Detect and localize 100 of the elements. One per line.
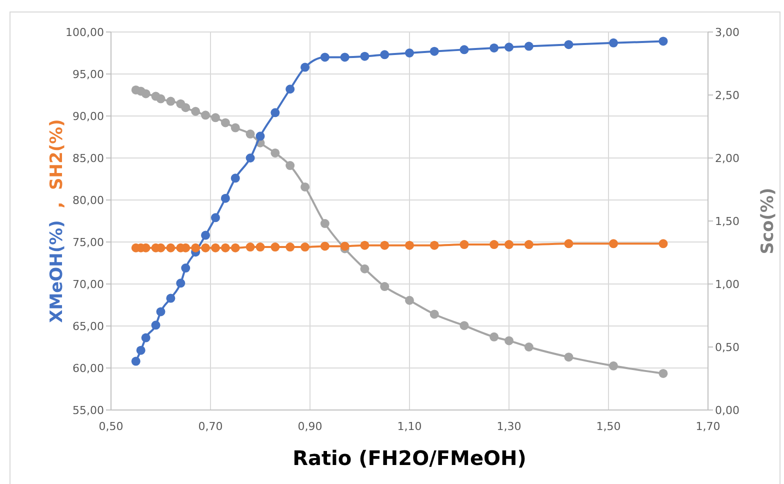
point bbox=[230, 123, 240, 132]
y2-tick-label: 2,50 bbox=[715, 89, 740, 102]
point bbox=[360, 264, 370, 274]
point bbox=[340, 242, 350, 251]
point bbox=[176, 278, 186, 288]
x-tick-label: 0,70 bbox=[198, 420, 223, 433]
point bbox=[151, 320, 160, 330]
y-tick-label: 95,00 bbox=[72, 68, 104, 81]
point bbox=[490, 332, 499, 342]
point bbox=[360, 240, 370, 250]
point bbox=[380, 240, 390, 250]
y-tick-label: 85,00 bbox=[72, 152, 104, 165]
point bbox=[460, 321, 469, 330]
point bbox=[320, 52, 330, 62]
point bbox=[460, 240, 469, 250]
point bbox=[156, 94, 166, 104]
point bbox=[524, 342, 534, 352]
point bbox=[210, 113, 220, 122]
point bbox=[340, 52, 350, 62]
point bbox=[658, 36, 668, 46]
y-tick-label: 75,00 bbox=[72, 236, 104, 249]
point bbox=[210, 243, 220, 252]
y2-tick-label: 2,00 bbox=[715, 152, 740, 165]
point bbox=[380, 282, 390, 292]
point bbox=[286, 161, 295, 170]
x-tick-label: 0,90 bbox=[298, 420, 322, 433]
point bbox=[490, 240, 499, 250]
point bbox=[608, 239, 618, 248]
point bbox=[220, 243, 230, 252]
x-tick-label: 1,30 bbox=[496, 420, 522, 433]
point bbox=[504, 42, 514, 52]
point bbox=[181, 264, 190, 273]
point bbox=[246, 130, 255, 139]
point bbox=[270, 108, 280, 118]
point bbox=[608, 38, 618, 48]
point bbox=[300, 242, 310, 252]
point bbox=[270, 148, 280, 158]
point bbox=[320, 219, 330, 228]
point bbox=[405, 48, 414, 58]
point bbox=[430, 240, 439, 250]
point bbox=[230, 243, 240, 252]
point bbox=[131, 356, 140, 366]
point bbox=[141, 89, 150, 98]
y-tick-label: 80,00 bbox=[72, 194, 104, 207]
point bbox=[286, 242, 295, 252]
point bbox=[608, 361, 618, 370]
y2-tick-label: 0,50 bbox=[715, 341, 740, 354]
point bbox=[166, 243, 176, 252]
point bbox=[300, 182, 310, 192]
x-tick-label: 0,50 bbox=[98, 420, 124, 433]
point bbox=[220, 194, 230, 203]
point bbox=[564, 352, 574, 362]
y2-tick-label: 3,00 bbox=[715, 26, 740, 39]
point bbox=[136, 346, 146, 355]
point bbox=[201, 230, 210, 240]
y2-axis-title: Sco(%) bbox=[758, 188, 778, 254]
point bbox=[286, 84, 295, 94]
y-tick-label: 90,00 bbox=[72, 110, 104, 123]
point bbox=[564, 40, 574, 50]
point bbox=[220, 118, 230, 128]
x-tick-label: 1,50 bbox=[596, 420, 621, 433]
point bbox=[430, 46, 439, 56]
y2-tick-label: 0,00 bbox=[715, 404, 740, 417]
point bbox=[658, 368, 668, 378]
point bbox=[564, 239, 574, 248]
point bbox=[201, 110, 210, 120]
y-tick-label: 70,00 bbox=[72, 278, 104, 291]
point bbox=[166, 294, 176, 303]
point bbox=[320, 242, 330, 251]
y2-tick-label: 1,50 bbox=[715, 215, 740, 228]
point bbox=[230, 174, 240, 183]
x-axis-title: Ratio (FH2O/FMeOH) bbox=[292, 446, 526, 470]
y-tick-label: 100,00 bbox=[66, 26, 104, 39]
point bbox=[504, 240, 514, 250]
point bbox=[405, 240, 414, 250]
point bbox=[256, 132, 265, 141]
point bbox=[156, 307, 166, 316]
point bbox=[524, 42, 534, 51]
point bbox=[181, 103, 190, 112]
point bbox=[405, 296, 414, 305]
point bbox=[300, 62, 310, 72]
point bbox=[490, 43, 499, 52]
point bbox=[524, 240, 534, 250]
point bbox=[166, 96, 176, 106]
point bbox=[191, 243, 200, 252]
point bbox=[141, 333, 150, 342]
y2-tick-label: 1,00 bbox=[715, 278, 740, 291]
y-tick-label: 65,00 bbox=[72, 320, 104, 333]
point bbox=[430, 310, 439, 319]
x-tick-label: 1,70 bbox=[696, 420, 720, 433]
point bbox=[246, 154, 255, 162]
y-tick-label: 55,00 bbox=[72, 404, 104, 417]
point bbox=[201, 243, 210, 252]
point bbox=[210, 213, 220, 222]
point bbox=[270, 242, 280, 252]
y-axis-title: XMeOH(%) , SH2(%) bbox=[47, 119, 67, 323]
x-tick-label: 1,10 bbox=[397, 420, 422, 433]
point bbox=[460, 45, 469, 54]
point bbox=[256, 242, 265, 252]
point bbox=[360, 52, 370, 61]
